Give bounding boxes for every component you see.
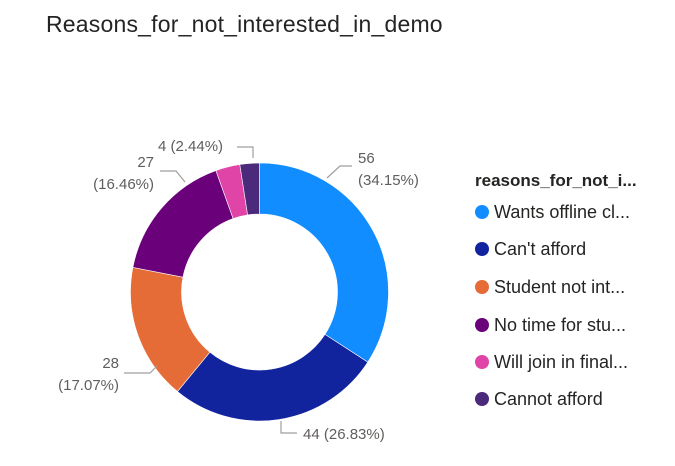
data-label-value: 27 [137, 154, 154, 171]
leader-line-no-time [160, 170, 186, 183]
legend-item-cant-afford[interactable]: Can't afford [475, 238, 586, 260]
legend-item-label: Student not int... [494, 276, 626, 297]
legend-item-label: Wants offline cl... [494, 201, 631, 222]
data-label-no-time: 27 (16.46%) [70, 152, 154, 196]
legend-item-label: No time for stu... [494, 314, 627, 335]
leader-lines [124, 146, 352, 434]
legend-item-label: Will join in final... [494, 351, 629, 372]
data-label-cant-afford: 44 (26.83%) [303, 426, 385, 443]
legend-item-no-time[interactable]: No time for stu... [475, 314, 626, 336]
legend-item-label: Can't afford [494, 238, 587, 259]
legend-dot-icon [475, 205, 489, 219]
data-label-cannot-afford: 4 (2.44%) [158, 138, 224, 155]
legend-item-will-join-final[interactable]: Will join in final... [475, 351, 628, 373]
legend-title: reasons_for_not_i... [475, 171, 637, 190]
leader-line-student-not-int [124, 365, 158, 374]
donut-slice[interactable] [177, 333, 369, 422]
data-label-value: 56 [358, 150, 375, 167]
leader-line-cant-afford [280, 421, 297, 434]
leader-line-cannot-afford [237, 146, 254, 158]
data-label-percent: (34.15%) [358, 172, 419, 189]
data-label-percent: (17.07%) [58, 377, 119, 394]
leader-line-wants-offline [326, 165, 352, 179]
legend-item-cannot-afford[interactable]: Cannot afford [475, 388, 603, 410]
donut-slice[interactable] [259, 162, 389, 363]
legend-dot-icon [475, 280, 489, 294]
data-label-student-not-int: 28 (17.07%) [40, 353, 119, 397]
legend-item-wants-offline[interactable]: Wants offline cl... [475, 201, 630, 223]
chart-title: Reasons_for_not_interested_in_demo [46, 11, 443, 37]
legend-item-student-not-int[interactable]: Student not int... [475, 276, 625, 298]
data-label-percent: (16.46%) [93, 176, 154, 193]
legend-dot-icon [475, 318, 489, 332]
data-label-value: 28 [102, 355, 119, 372]
donut-slice[interactable] [239, 162, 260, 216]
legend-dot-icon [475, 392, 489, 406]
legend-dot-icon [475, 242, 489, 256]
legend-dot-icon [475, 355, 489, 369]
donut-slices [130, 162, 389, 422]
legend-item-label: Cannot afford [494, 388, 603, 409]
data-label-wants-offline: 56 (34.15%) [358, 148, 419, 192]
